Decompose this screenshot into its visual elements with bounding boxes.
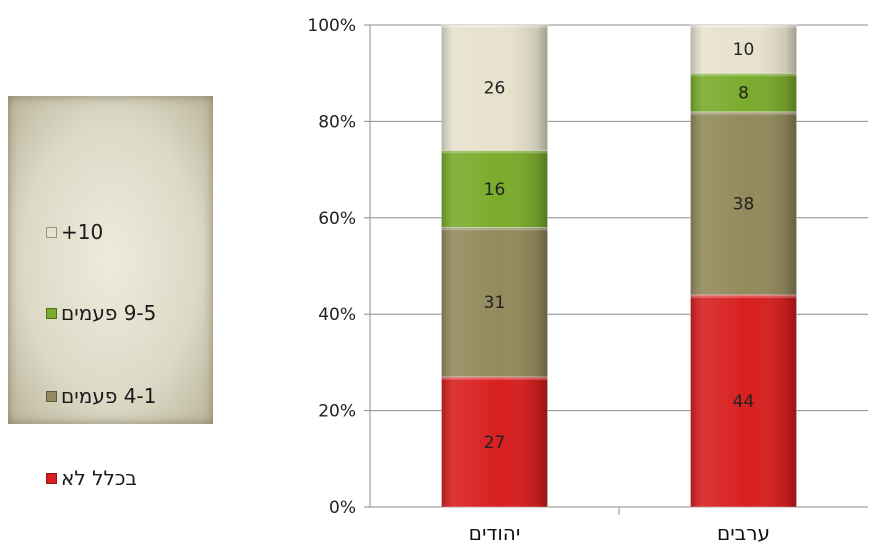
y-tick-label: 20%	[318, 402, 356, 422]
y-tick-label: 80%	[318, 112, 356, 132]
bar-segment-bevel	[441, 150, 548, 154]
data-label: 44	[733, 392, 755, 412]
x-category-label: יהודים	[469, 521, 521, 545]
legend-label-1-4-times: 4-1 פעמים	[61, 384, 157, 408]
bar-segment-bevel	[441, 25, 548, 28]
data-label: 38	[733, 194, 755, 214]
bar-segment-bevel	[690, 73, 797, 77]
y-tick-label: 60%	[318, 209, 356, 229]
bars	[441, 24, 797, 508]
legend-item-1-4-times: 4-1 פעמים	[46, 384, 156, 408]
bar-segment-bevel	[690, 25, 797, 28]
bar-segment-shading	[441, 227, 548, 377]
bar-segment-bevel	[441, 376, 548, 380]
bar-segment-shading	[690, 25, 797, 74]
legend-swatch-not-at-all	[46, 472, 57, 484]
bar-segment-bevel	[441, 227, 548, 231]
chart-legend: +10 9-5 פעמים 4-1 פעמים בכלל לא	[8, 96, 213, 490]
legend-item-5-9-times: 9-5 פעמים	[46, 301, 156, 325]
legend-label-5-9-times: 9-5 פעמים	[61, 301, 157, 325]
data-label: 8	[738, 83, 749, 103]
bar-segment-shading	[690, 294, 797, 507]
legend-swatch-1-4-times	[46, 390, 57, 402]
bar-segment-shading	[690, 73, 797, 112]
legend-label-10-plus: +10	[61, 220, 104, 244]
data-labels: 27 31 16 26 44 38 8 10	[484, 40, 755, 453]
x-category-label: ערבים	[717, 521, 770, 545]
data-label: 31	[484, 293, 506, 313]
y-tick-label: 40%	[318, 305, 356, 325]
bar-segment-bevel	[690, 294, 797, 298]
legend-label-not-at-all: בכלל לא	[61, 466, 137, 490]
legend-swatch-10-plus	[46, 226, 57, 238]
legend-item-10-plus: +10	[46, 220, 103, 244]
data-label: 26	[484, 79, 506, 99]
legend-swatch-5-9-times	[46, 307, 57, 319]
bar-segment-shading	[690, 111, 797, 295]
y-tick-label: 0%	[329, 498, 356, 518]
data-label: 27	[484, 433, 506, 453]
data-label: 10	[733, 40, 755, 60]
bar-segment-bevel	[690, 111, 797, 115]
bar-segment-shading	[441, 150, 548, 228]
y-tick-label: 100%	[307, 16, 356, 36]
bar-segment-shading	[441, 25, 548, 151]
legend-item-not-at-all: בכלל לא	[46, 466, 137, 490]
bar-segment-shading	[441, 376, 548, 507]
data-label: 16	[484, 180, 506, 200]
